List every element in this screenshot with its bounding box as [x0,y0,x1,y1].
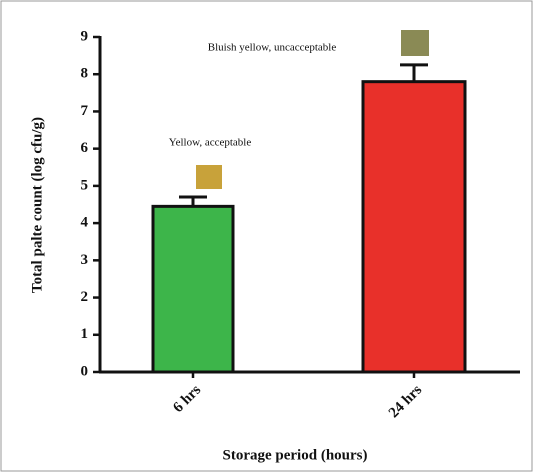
y-tick-label: 7 [81,103,89,119]
y-tick-label: 0 [81,363,89,379]
y-tick-label: 9 [81,28,89,44]
x-axis-label: Storage period (hours) [223,447,368,463]
bar [151,204,235,374]
y-tick-label: 2 [81,289,89,305]
annotation: Bluish yellow, uncacceptable [208,42,337,54]
y-tick-label: 4 [81,215,89,231]
bar [361,80,467,374]
y-tick-label: 6 [81,140,89,156]
color-swatch [401,30,429,56]
y-tick-label: 8 [81,66,89,82]
y-tick-label: 5 [81,177,89,193]
color-swatch [196,165,222,189]
y-tick-label: 3 [81,252,89,268]
y-tick-label: 1 [81,326,89,342]
annotation: Yellow, acceptable [169,137,252,149]
y-axis-label: Total palte count (log cfu/g) [29,117,45,293]
